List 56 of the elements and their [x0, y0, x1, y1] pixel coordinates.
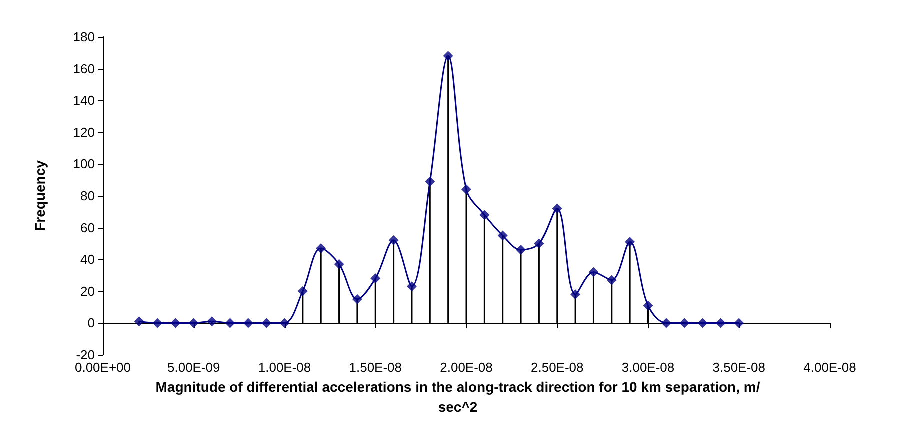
y-tick-label: 180 — [73, 30, 95, 44]
point — [370, 274, 381, 284]
x-tick-label: 1.50E-08 — [349, 360, 402, 375]
point — [698, 318, 708, 328]
y-tick-label: 40 — [80, 252, 95, 268]
point — [134, 316, 144, 327]
point — [606, 275, 617, 286]
x-tick-label: 1.00E-08 — [258, 360, 312, 375]
point — [534, 238, 544, 249]
point — [516, 245, 526, 256]
y-tick-label: -20 — [76, 348, 95, 362]
x-tick-label: 3.50E-08 — [712, 360, 766, 375]
y-tick-label: 140 — [73, 93, 95, 108]
point — [243, 318, 254, 328]
point — [661, 318, 672, 328]
point — [352, 294, 362, 304]
x-tick-label: 3.00E-08 — [622, 360, 675, 375]
point — [170, 318, 181, 328]
y-tick-label: 120 — [73, 124, 95, 140]
point — [570, 290, 581, 300]
point — [225, 318, 236, 328]
point — [316, 243, 326, 254]
point — [734, 318, 744, 328]
point — [425, 176, 436, 187]
x-tick-label: 2.50E-08 — [530, 360, 584, 375]
point — [643, 300, 654, 311]
point — [480, 210, 490, 220]
point — [498, 230, 508, 241]
y-tick-label: 60 — [80, 220, 95, 236]
point — [334, 259, 344, 270]
point — [625, 237, 636, 248]
x-tick-label: 5.00E-09 — [167, 360, 220, 375]
point — [152, 318, 163, 328]
y-tick-label: 80 — [80, 188, 95, 204]
point — [262, 318, 272, 328]
point — [716, 318, 726, 328]
point — [588, 267, 599, 278]
x-tick-label: 0.00E+00 — [74, 360, 132, 375]
point — [280, 318, 290, 328]
point — [298, 286, 308, 296]
point — [552, 204, 562, 214]
y-tick-label: 0 — [88, 316, 95, 331]
point — [443, 51, 454, 62]
y-tick-label: 100 — [73, 156, 95, 172]
x-tick-label: 2.00E-08 — [440, 360, 493, 375]
point — [207, 316, 218, 327]
y-tick-label: 20 — [80, 284, 95, 299]
point — [188, 318, 199, 328]
x-axis-title: Magnitude of differential accelerations in the along-track direction for 10 km separation, m/sec^2 — [156, 379, 760, 415]
x-tick-label: 4.00E-08 — [804, 360, 856, 375]
point — [680, 318, 690, 328]
point — [462, 184, 472, 195]
y-axis-title: Frequency — [32, 160, 48, 232]
point — [406, 282, 417, 292]
y-tick-label: 160 — [73, 61, 95, 76]
point — [388, 236, 399, 246]
